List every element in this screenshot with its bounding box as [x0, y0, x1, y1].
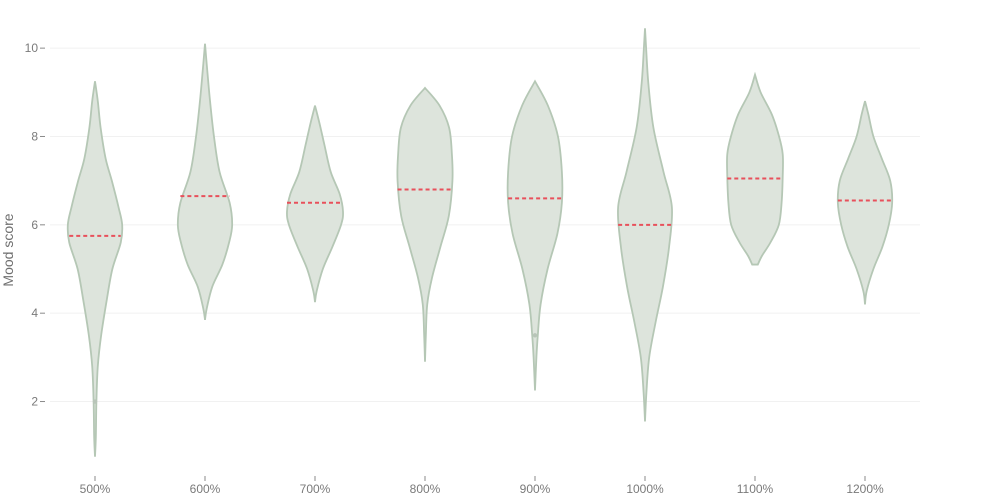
x-tick-label-1100%: 1100% — [737, 482, 774, 496]
y-tick-label: 10 — [25, 41, 39, 55]
x-tick-label-500%: 500% — [80, 482, 111, 496]
y-tick-label: 8 — [31, 129, 38, 143]
median-layer — [69, 177, 893, 237]
violin-600% — [176, 43, 234, 320]
violin-layer — [66, 28, 894, 457]
violin-1000% — [617, 28, 673, 422]
x-axis: 500% 600% 700% 800% 900% 1000% 1100% 1200% — [80, 476, 884, 496]
y-tick-label: 6 — [31, 218, 38, 232]
violin-900% — [506, 79, 564, 391]
x-tick-label-900%: 900% — [520, 482, 551, 496]
outlier-point-900% — [532, 333, 538, 338]
y-axis: 2 4 6 8 10 — [25, 41, 45, 409]
x-tick-label-800%: 800% — [410, 482, 441, 496]
x-tick-label-700%: 700% — [300, 482, 331, 496]
violin-800% — [396, 86, 454, 362]
x-tick-label-1000%: 1000% — [626, 482, 664, 496]
violin-1200% — [836, 100, 894, 305]
y-axis-title: Mood score — [0, 213, 16, 286]
y-tick-label: 2 — [31, 395, 38, 409]
outlier-layer — [92, 333, 538, 404]
violin-700% — [286, 105, 344, 303]
outlier-point-500% — [92, 399, 98, 404]
y-tick-label: 4 — [31, 306, 38, 320]
violin-500% — [66, 81, 124, 457]
violin-1100% — [726, 71, 784, 266]
x-tick-label-1200%: 1200% — [846, 482, 884, 496]
x-tick-label-600%: 600% — [190, 482, 221, 496]
